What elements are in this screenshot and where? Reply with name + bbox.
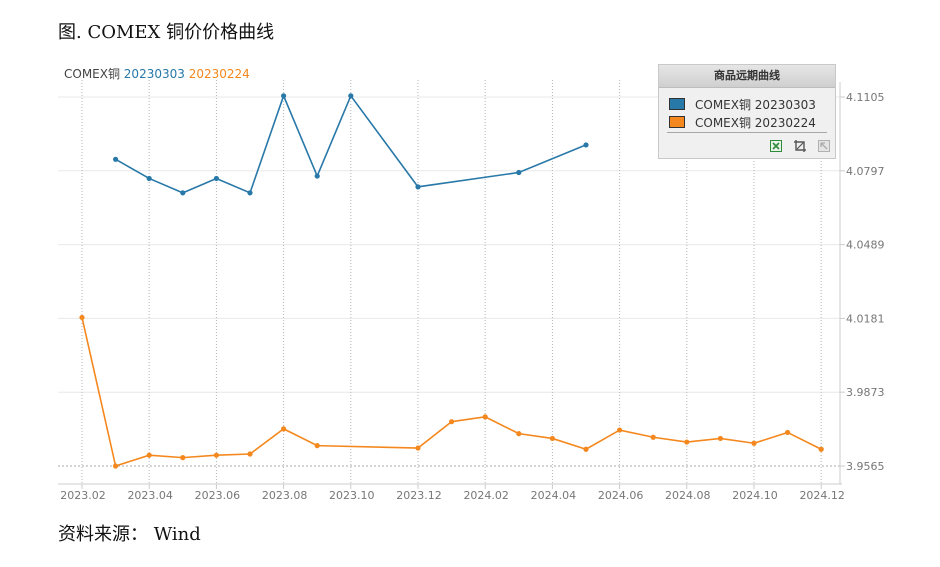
data-point-20230224 (751, 440, 757, 446)
legend-title: 商品远期曲线 (659, 65, 835, 88)
x-tick-label: 2023.02 (60, 489, 106, 502)
legend-divider (667, 132, 827, 133)
y-tick-label: 4.0181 (846, 312, 885, 325)
x-tick-label: 2024.02 (463, 489, 509, 502)
chart-title-part: 20230303 (120, 67, 185, 81)
y-tick-label: 4.0797 (846, 165, 885, 178)
x-tick-label: 2023.12 (396, 489, 442, 502)
data-point-20230224 (684, 439, 690, 445)
legend-swatch-orange (669, 116, 685, 128)
data-point-20230224 (650, 434, 656, 440)
legend-label: COMEX铜 20230303 (695, 97, 816, 112)
data-point-20230224 (785, 429, 791, 436)
chart-title-part: COMEX铜 (64, 66, 120, 81)
data-point-20230224 (717, 435, 724, 442)
data-point-20230303 (213, 175, 219, 182)
chart-title-part: 20230224 (185, 67, 250, 81)
data-point-20230224 (415, 445, 421, 451)
data-point-20230224 (482, 414, 488, 420)
data-point-20230303 (516, 169, 522, 176)
excel-export-icon[interactable] (770, 140, 782, 152)
data-point-20230224 (617, 427, 623, 433)
x-tick-label: 2024.12 (799, 489, 845, 502)
data-point-20230303 (113, 156, 119, 162)
data-point-20230224 (818, 446, 824, 452)
legend-panel: 商品远期曲线 COMEX铜 20230303 COMEX铜 20230224 (658, 64, 836, 159)
data-point-20230224 (213, 452, 219, 458)
data-point-20230303 (281, 93, 287, 99)
x-tick-label: 2023.04 (127, 489, 173, 502)
data-point-20230224 (314, 443, 320, 449)
data-point-20230224 (449, 419, 455, 425)
reset-icon[interactable] (818, 140, 830, 152)
x-tick-label: 2023.10 (329, 489, 375, 502)
axis-layer: 3.9565 3.9873 4.0181 4.0489 4.0797 4.1105 2023… (58, 82, 885, 502)
data-point-20230303 (348, 93, 354, 99)
y-tick-label: 4.0489 (846, 239, 885, 252)
source-note: 资料来源： Wind (58, 524, 201, 545)
legend-swatch-blue (669, 98, 685, 110)
data-point-20230303 (180, 190, 186, 196)
figure-title: 图. COMEX 铜价价格曲线 (58, 22, 275, 43)
data-point-20230224 (247, 451, 253, 457)
data-point-20230303 (247, 190, 253, 196)
x-tick-label: 2024.06 (598, 489, 644, 502)
data-point-20230303 (583, 142, 589, 148)
data-point-20230224 (79, 314, 85, 321)
data-point-20230224 (516, 431, 522, 437)
data-point-20230303 (415, 184, 421, 190)
series-layer (79, 93, 824, 469)
legend-item-20230224[interactable]: COMEX铜 20230224 (669, 114, 816, 130)
chart-title: COMEX铜 20230303 20230224 (64, 66, 250, 81)
y-tick-label: 4.1105 (846, 91, 885, 104)
x-tick-label: 2024.08 (665, 489, 711, 502)
data-point-20230224 (113, 463, 119, 469)
legend-item-20230303[interactable]: COMEX铜 20230303 (669, 96, 816, 112)
data-point-20230303 (314, 173, 320, 179)
y-tick-label: 3.9873 (846, 386, 885, 399)
x-tick-label: 2023.06 (195, 489, 241, 502)
data-point-20230224 (583, 446, 589, 452)
x-tick-label: 2023.08 (262, 489, 308, 502)
data-point-20230224 (281, 426, 287, 432)
legend-label: COMEX铜 20230224 (695, 115, 816, 130)
x-tick-label: 2024.04 (531, 489, 577, 502)
x-tick-label: 2024.10 (732, 489, 778, 502)
crop-icon[interactable] (794, 140, 806, 152)
y-tick-label: 3.9565 (846, 460, 885, 473)
data-point-20230303 (146, 175, 152, 182)
data-point-20230224 (180, 455, 186, 461)
data-point-20230224 (549, 435, 556, 442)
data-point-20230224 (146, 452, 152, 458)
